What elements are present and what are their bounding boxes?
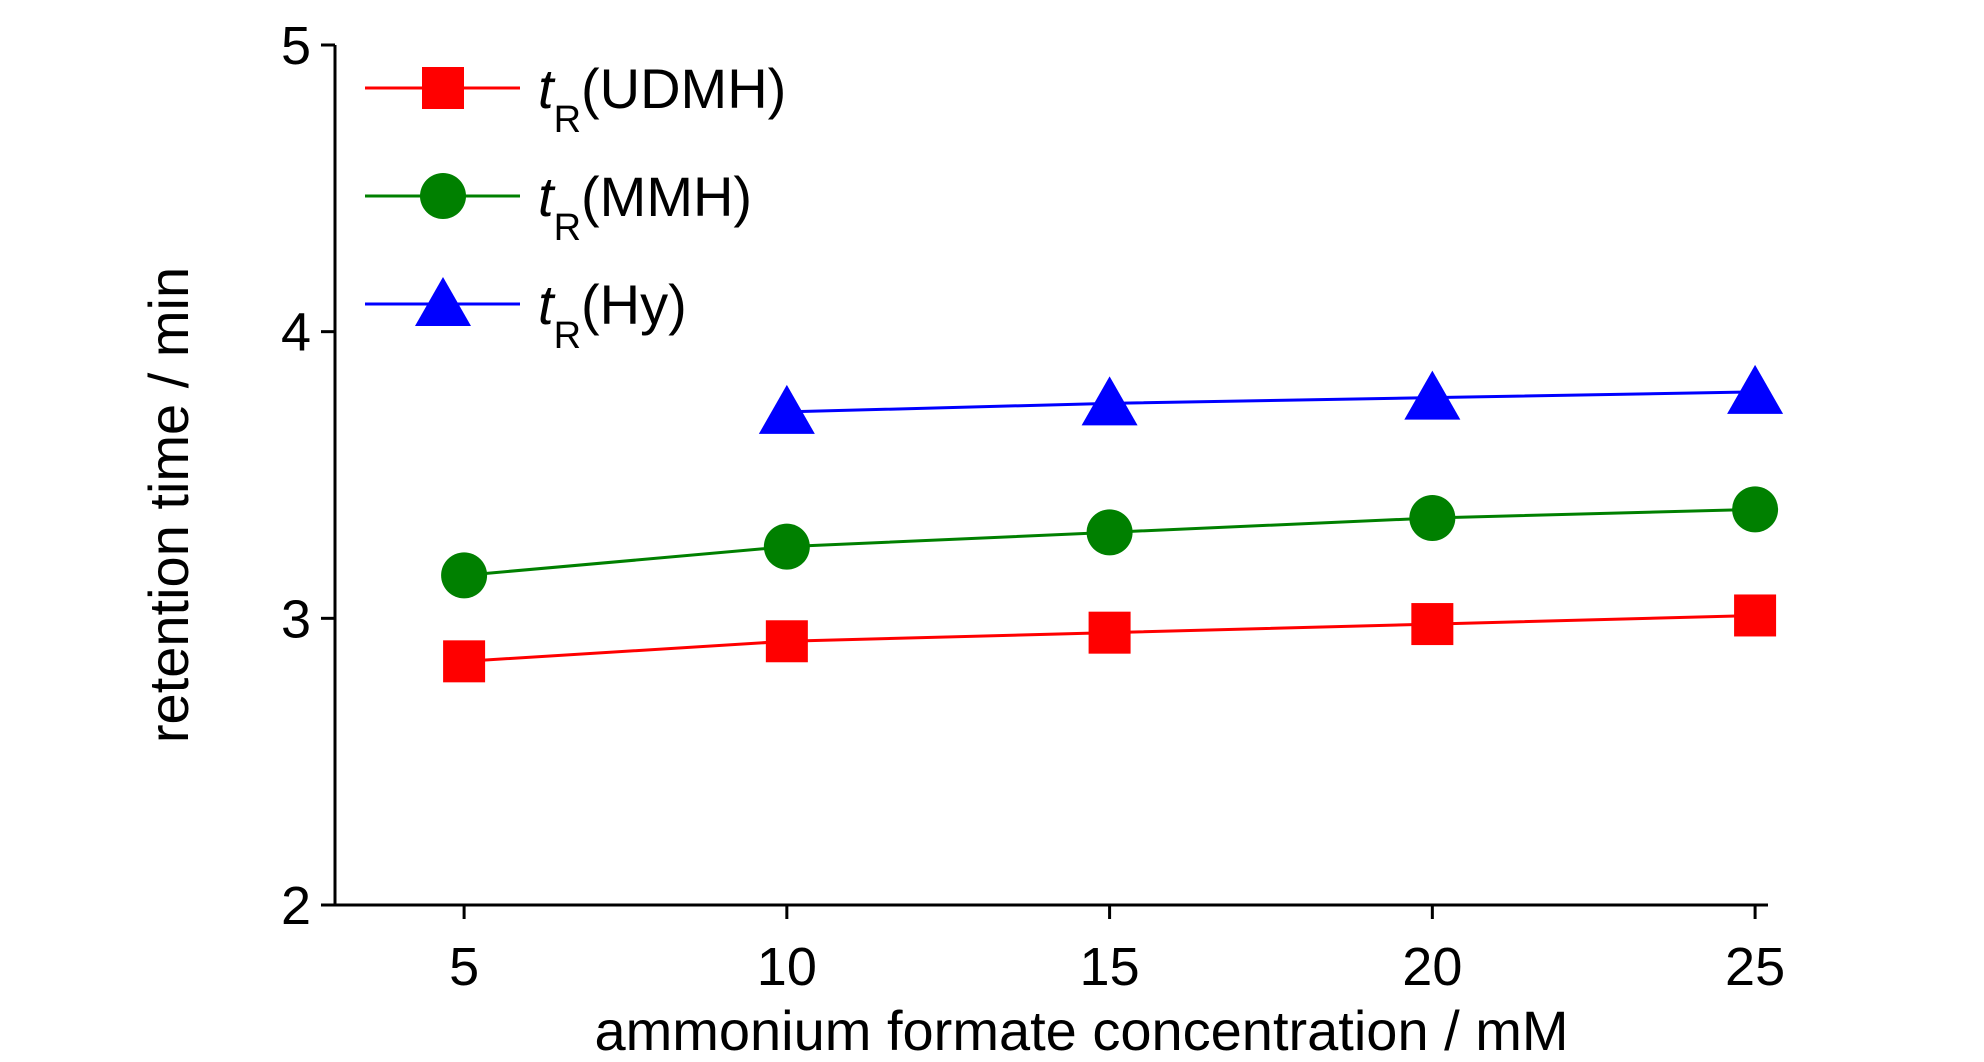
data-point <box>765 620 808 663</box>
legend-item: tR(MMH) <box>365 165 752 249</box>
y-tick-label: 4 <box>281 303 311 363</box>
data-point <box>1727 364 1784 414</box>
data-point <box>1086 509 1133 556</box>
data-point <box>1411 603 1454 646</box>
y-tick-label: 2 <box>281 876 311 936</box>
legend-label-sub: R <box>554 207 581 249</box>
legend-item: tR(UDMH) <box>365 57 786 141</box>
legend-label-sub: R <box>554 315 581 357</box>
data-point <box>1734 594 1777 637</box>
legend-label-main: t <box>538 165 556 228</box>
series-1 <box>441 486 1779 599</box>
y-tick-label: 5 <box>281 16 311 76</box>
legend-label-rest: (MMH) <box>581 165 752 228</box>
data-point <box>441 552 488 599</box>
legend-marker <box>415 277 471 326</box>
x-tick-label: 10 <box>757 937 817 997</box>
series-2 <box>758 364 1784 434</box>
data-point <box>758 384 815 434</box>
legend-label-sub: R <box>554 99 581 141</box>
y-tick-label: 3 <box>281 589 311 649</box>
data-point <box>1732 486 1779 533</box>
legend-label-main: t <box>538 273 556 336</box>
x-tick-label: 20 <box>1402 937 1462 997</box>
x-tick-label: 5 <box>449 937 479 997</box>
legend-label: tR(Hy) <box>538 273 687 357</box>
legend: tR(UDMH)tR(MMH)tR(Hy) <box>365 57 786 357</box>
data-point <box>1081 376 1138 426</box>
y-axis-label: retention time / min <box>137 267 200 743</box>
legend-label-main: t <box>538 57 556 120</box>
x-tick-label: 15 <box>1080 937 1140 997</box>
legend-label: tR(UDMH) <box>538 57 786 141</box>
data-point <box>1409 495 1456 541</box>
legend-item: tR(Hy) <box>365 273 687 357</box>
series-line <box>786 390 1756 414</box>
x-tick-label: 25 <box>1725 937 1785 997</box>
data-point <box>1404 370 1461 420</box>
axes: 5 10 15 20 25 2 3 4 5 <box>281 16 1785 997</box>
legend-label-rest: (Hy) <box>581 273 687 336</box>
data-point <box>1088 611 1131 654</box>
series-0 <box>443 594 1777 683</box>
legend-label-rest: (UDMH) <box>581 57 786 120</box>
legend-marker <box>422 67 464 109</box>
legend-label: tR(MMH) <box>538 165 752 249</box>
data-point <box>763 523 810 570</box>
series-layer <box>441 364 1784 683</box>
legend-marker <box>420 173 466 219</box>
x-axis-label: ammonium formate concentration / mM <box>594 999 1568 1062</box>
data-point <box>443 640 486 683</box>
